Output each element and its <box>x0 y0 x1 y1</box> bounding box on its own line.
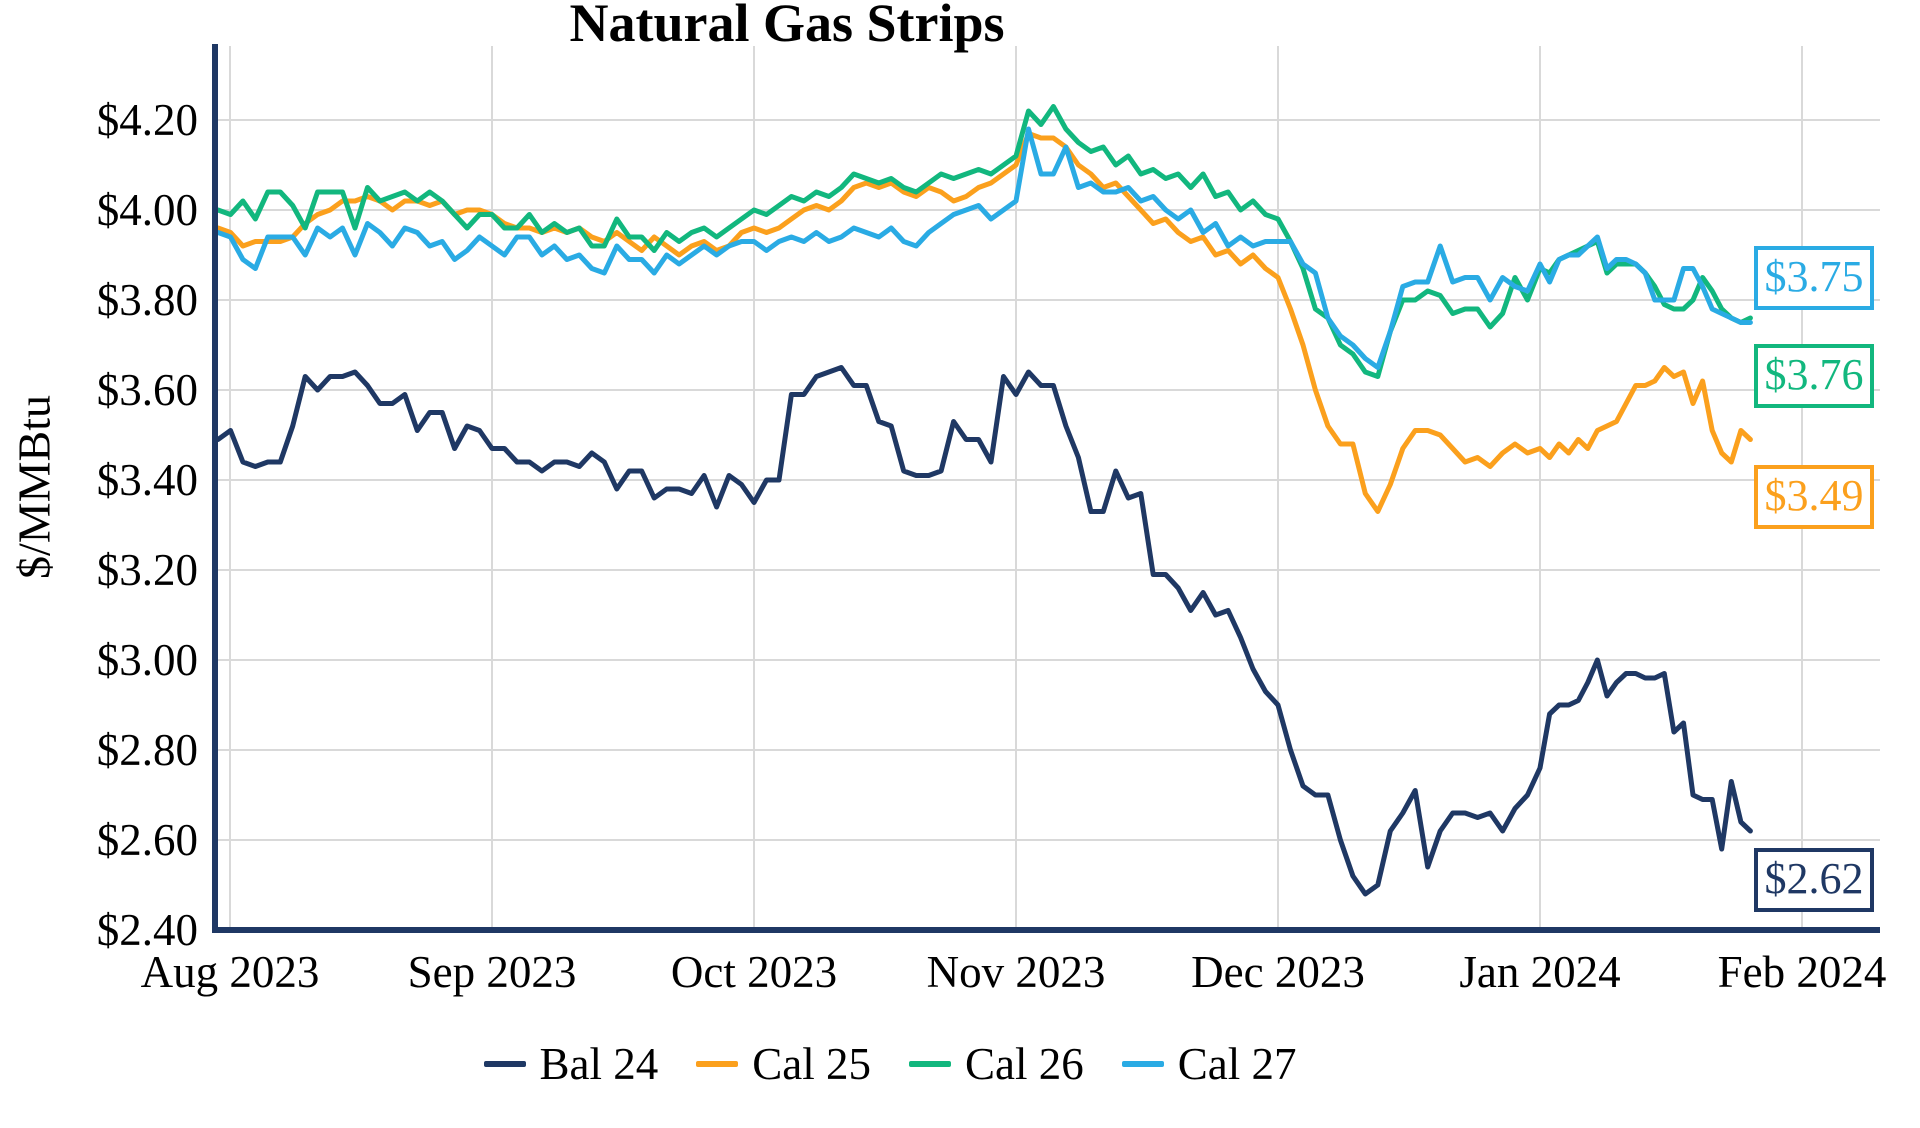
x-tick-label: Dec 2023 <box>1191 947 1365 997</box>
legend-item-cal-25: Cal 25 <box>696 1036 871 1092</box>
end-value-label-bal-24: $2.62 <box>1754 848 1874 912</box>
series-line-cal-25 <box>215 131 1753 514</box>
series-line-bal-24 <box>215 365 1753 897</box>
chart-title: Natural Gas Strips <box>569 0 1005 53</box>
legend-swatch-icon <box>483 1061 526 1067</box>
y-tick-label: $2.60 <box>96 815 198 865</box>
legend-swatch-icon <box>1121 1061 1164 1067</box>
end-value-label-cal-25: $3.49 <box>1754 464 1874 529</box>
x-tick-label: Nov 2023 <box>926 947 1106 997</box>
y-tick-label: $3.40 <box>96 455 198 505</box>
legend-item-cal-27: Cal 27 <box>1121 1036 1297 1092</box>
x-tick-label: Jan 2024 <box>1459 947 1621 997</box>
x-tick-label: Feb 2024 <box>1717 947 1887 997</box>
legend-swatch-icon <box>909 1061 951 1067</box>
legend-item-cal-26: Cal 26 <box>909 1036 1084 1092</box>
legend-label: Cal 26 <box>965 1039 1084 1089</box>
x-tick-label: Oct 2023 <box>670 947 838 997</box>
legend-label: Bal 24 <box>539 1039 659 1089</box>
legend-label: Cal 27 <box>1177 1039 1297 1089</box>
x-tick-label: Aug 2023 <box>140 947 320 997</box>
y-tick-label: $3.80 <box>96 275 198 325</box>
legend-swatch-icon <box>696 1061 739 1067</box>
series-line-cal-27 <box>215 126 1753 370</box>
series-line-cal-26 <box>215 104 1753 379</box>
y-tick-label: $4.00 <box>96 185 198 235</box>
legend: Bal 24 Cal 25 Cal 26 Cal 27 <box>0 1036 1780 1092</box>
y-tick-label: $3.20 <box>96 545 198 595</box>
y-tick-label: $2.80 <box>96 725 198 775</box>
x-tick-label: Sep 2023 <box>407 947 577 997</box>
legend-label: Cal 25 <box>752 1039 871 1089</box>
legend-item-bal-24: Bal 24 <box>483 1036 659 1092</box>
y-tick-label: $2.40 <box>96 905 198 955</box>
end-value-label-cal-26: $3.76 <box>1754 344 1874 408</box>
y-tick-label: $3.60 <box>96 365 198 415</box>
y-tick-label: $4.20 <box>96 95 198 145</box>
y-tick-label: $3.00 <box>96 635 198 685</box>
end-value-label-cal-27: $3.75 <box>1754 245 1874 310</box>
